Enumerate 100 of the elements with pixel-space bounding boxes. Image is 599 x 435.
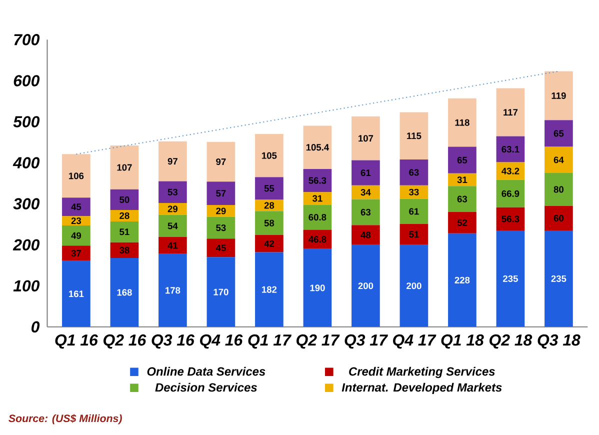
data-label: 61 (360, 170, 371, 176)
data-label: 28 (120, 212, 130, 220)
data-label: 168 (117, 289, 132, 296)
data-label: 28 (264, 202, 274, 209)
y-tick-label: 600 (14, 75, 40, 87)
legend-label: Decision Services (155, 383, 257, 392)
legend-label: Online Data Services (147, 367, 266, 376)
bar (255, 200, 284, 212)
bar (62, 226, 90, 246)
data-label: 235 (551, 276, 566, 282)
bar (62, 198, 90, 216)
bar (352, 186, 380, 200)
bar (255, 134, 284, 178)
bar (352, 245, 380, 328)
data-label: 63.1 (502, 146, 520, 153)
bar (303, 192, 332, 205)
bar (400, 186, 428, 200)
data-label: 37 (71, 250, 81, 257)
data-label: 65 (554, 130, 564, 137)
bar (110, 242, 139, 258)
bar (303, 230, 332, 250)
data-label: 31 (457, 176, 468, 184)
data-label: 200 (406, 282, 422, 290)
bar (496, 136, 525, 162)
x-tick-label: Q3 16 (152, 334, 194, 349)
bar (158, 215, 187, 238)
bar (158, 203, 187, 216)
x-tick-label: Q3 18 (538, 334, 580, 349)
y-tick-label: 100 (13, 280, 40, 292)
bar (206, 238, 236, 258)
data-label: 51 (120, 228, 130, 236)
data-label: 190 (310, 284, 325, 292)
x-tick-label: Q1 18 (441, 334, 484, 349)
legend-label: Credit Marketing Services (349, 367, 495, 378)
bar (400, 224, 428, 246)
x-tick-label: Q4 17 (393, 334, 436, 349)
data-label: 228 (454, 277, 470, 284)
bar (448, 174, 476, 186)
bar (158, 254, 187, 328)
data-label: 63 (457, 196, 468, 203)
bar (400, 199, 428, 224)
data-label: 107 (358, 135, 374, 142)
bar (448, 98, 476, 147)
data-label: 38 (119, 247, 130, 254)
data-label: 53 (168, 189, 178, 196)
data-label: 107 (117, 164, 132, 171)
bar (448, 146, 476, 174)
data-label: 105 (262, 152, 277, 160)
data-label: 23 (71, 218, 82, 224)
data-label: 52 (457, 220, 467, 226)
data-label: 60.8 (308, 214, 326, 221)
bar (206, 217, 236, 239)
data-label: 29 (168, 206, 178, 212)
data-label: 56.3 (308, 177, 326, 184)
bar (352, 160, 380, 186)
data-label: 178 (166, 287, 180, 294)
bar (110, 258, 139, 328)
source-note: Source: (US$ Millions) (8, 414, 122, 424)
bar (206, 142, 236, 182)
data-label: 53 (216, 224, 226, 232)
data-label: 235 (503, 276, 518, 282)
bar (352, 116, 380, 161)
bar (255, 235, 284, 252)
bar (496, 208, 525, 231)
data-label: 63 (409, 169, 419, 176)
data-label: 200 (358, 282, 374, 290)
data-label: 41 (168, 242, 178, 249)
bar (303, 169, 332, 192)
bar (206, 205, 236, 218)
y-tick-label: 0 (32, 321, 40, 333)
data-label: 56.3 (502, 216, 520, 222)
x-tick-label: Q2 17 (296, 334, 340, 349)
bar (352, 225, 380, 246)
data-label: 119 (552, 92, 566, 100)
data-label: 97 (168, 158, 178, 165)
data-label: 48 (360, 232, 371, 238)
data-label: 45 (71, 204, 82, 210)
data-label: 34 (360, 189, 371, 196)
data-label: 105.4 (306, 144, 330, 151)
data-label: 51 (409, 231, 419, 238)
bar (62, 154, 90, 198)
x-tick-label: Q4 16 (200, 334, 243, 349)
data-label: 106 (69, 172, 84, 180)
data-label: 54 (168, 222, 178, 230)
bar (400, 245, 428, 328)
data-label: 115 (407, 132, 422, 140)
bar (544, 120, 573, 147)
data-label: 63 (360, 209, 371, 216)
bar (303, 126, 332, 170)
data-label: 57 (216, 190, 226, 197)
bar (400, 112, 428, 160)
data-label: 45 (216, 244, 226, 252)
y-tick-label: 700 (14, 34, 40, 46)
data-label: 31 (312, 195, 322, 202)
bar (496, 88, 525, 136)
bar (158, 142, 187, 182)
bar (110, 190, 139, 210)
data-label: 61 (409, 208, 419, 215)
data-label: 33 (408, 189, 419, 196)
data-label: 97 (216, 158, 226, 166)
